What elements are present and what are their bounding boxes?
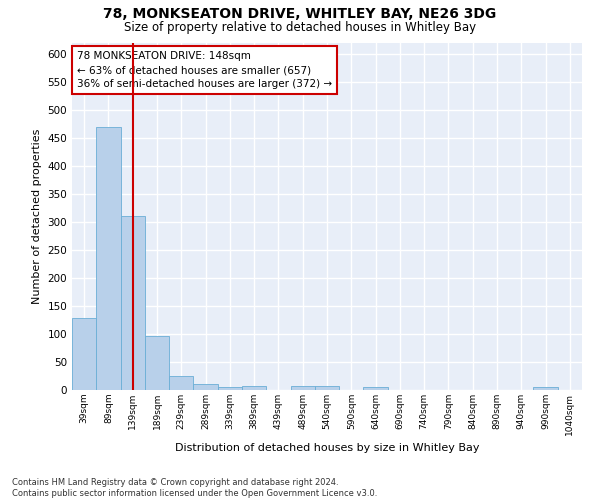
Text: Contains HM Land Registry data © Crown copyright and database right 2024.
Contai: Contains HM Land Registry data © Crown c… (12, 478, 377, 498)
Bar (218, 386, 242, 390)
Bar (364, 386, 388, 390)
Bar (72, 318, 96, 390)
Bar (193, 384, 218, 390)
Text: Size of property relative to detached houses in Whitley Bay: Size of property relative to detached ho… (124, 21, 476, 34)
Bar (533, 386, 558, 390)
Y-axis label: Number of detached properties: Number of detached properties (32, 128, 42, 304)
X-axis label: Distribution of detached houses by size in Whitley Bay: Distribution of detached houses by size … (175, 443, 479, 453)
Bar (145, 336, 169, 390)
Bar (290, 386, 315, 390)
Bar (315, 386, 339, 390)
Bar (169, 376, 193, 390)
Text: 78, MONKSEATON DRIVE, WHITLEY BAY, NE26 3DG: 78, MONKSEATON DRIVE, WHITLEY BAY, NE26 … (103, 8, 497, 22)
Bar (96, 126, 121, 390)
Bar (121, 216, 145, 390)
Bar (242, 386, 266, 390)
Text: 78 MONKSEATON DRIVE: 148sqm
← 63% of detached houses are smaller (657)
36% of se: 78 MONKSEATON DRIVE: 148sqm ← 63% of det… (77, 51, 332, 89)
